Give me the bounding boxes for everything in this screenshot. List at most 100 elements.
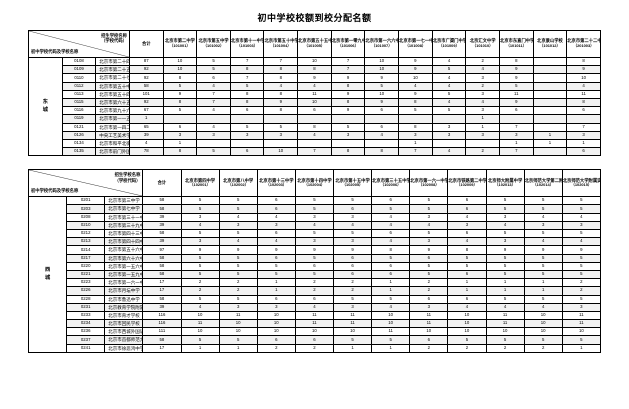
- row-school-code: 0201: [66, 196, 106, 206]
- cell-quota: 6: [256, 204, 296, 214]
- row-school-code: 0109: [61, 65, 97, 75]
- cell-quota: 4: [297, 81, 332, 91]
- row-total: 17: [142, 343, 182, 353]
- cell-quota: [532, 56, 568, 67]
- cell-quota: 6: [297, 106, 332, 116]
- cell-quota: 8: [263, 73, 299, 83]
- corner-label-top-right: 招生学校名称 （学校代码）: [114, 172, 141, 183]
- cell-quota: [263, 138, 299, 149]
- cell-quota: [532, 97, 568, 108]
- cell-quota: [398, 114, 433, 124]
- cell-quota: 2: [409, 278, 449, 288]
- cell-quota: 5: [218, 204, 258, 214]
- row-school-name: 北京市前门外国语学校: [95, 147, 130, 157]
- cell-quota: 5: [332, 228, 373, 239]
- cell-quota: 10: [218, 319, 258, 329]
- cell-quota: 11: [218, 310, 258, 321]
- cell-quota: 5: [229, 81, 265, 91]
- cell-quota: 2: [294, 343, 335, 353]
- row-total: 39: [142, 237, 182, 247]
- cell-quota: 5: [447, 253, 487, 263]
- column-header-school: 北京市第五十五中学（101005）: [297, 30, 332, 58]
- cell-quota: 11: [294, 319, 335, 329]
- cell-quota: 3: [465, 130, 500, 140]
- cell-quota: 5: [498, 81, 534, 91]
- cell-quota: 9: [180, 245, 220, 255]
- row-school-name: 北京市第二十七中学: [95, 73, 130, 83]
- cell-quota: 1: [523, 278, 563, 288]
- row-school-name: 北京市第三中学: [104, 196, 144, 206]
- cell-quota: 6: [409, 294, 449, 304]
- cell-quota: 5: [263, 122, 299, 132]
- cell-quota: 3: [162, 130, 198, 140]
- cell-quota: 2: [294, 278, 335, 288]
- cell-quota: 6: [409, 253, 449, 263]
- corner-label-bottom-left: 初中学校代码及学校名称: [31, 188, 79, 194]
- cell-quota: 5: [218, 269, 258, 280]
- cell-quota: 9: [498, 97, 534, 108]
- cell-quota: 4: [294, 302, 335, 312]
- cell-quota: 2: [409, 286, 449, 296]
- cell-quota: 9: [330, 106, 366, 116]
- row-total: 92: [128, 65, 164, 75]
- cell-quota: 1: [371, 286, 411, 296]
- cell-quota: 1: [498, 138, 534, 149]
- cell-quota: 8: [162, 97, 198, 108]
- cell-quota: 7: [229, 73, 265, 83]
- cell-quota: 5: [294, 269, 335, 280]
- cell-quota: 6: [447, 228, 487, 239]
- row-school-code: 0234: [66, 319, 106, 329]
- cell-quota: 6: [332, 253, 373, 263]
- cell-quota: 8: [371, 245, 411, 255]
- cell-quota: 11: [294, 310, 335, 321]
- cell-quota: 6: [256, 294, 296, 304]
- cell-quota: 6: [229, 106, 265, 116]
- cell-quota: [532, 122, 568, 132]
- cell-quota: [532, 89, 568, 99]
- cell-quota: 5: [485, 228, 525, 239]
- row-school-code: 0231: [66, 302, 106, 312]
- column-header-school: 北京市第十一中学 （101003）: [229, 30, 265, 58]
- cell-quota: 3: [398, 130, 433, 140]
- cell-quota: 5: [523, 294, 563, 304]
- cell-quota: [532, 147, 568, 157]
- cell-quota: 9: [561, 245, 602, 255]
- cell-quota: 4: [180, 302, 220, 312]
- cell-quota: 5: [371, 294, 411, 304]
- row-school-code: 0228: [66, 294, 106, 304]
- cell-quota: 10: [447, 327, 487, 337]
- row-school-name: 北京市徐悲鸿中学: [104, 343, 144, 353]
- cell-quota: 7: [498, 122, 534, 132]
- cell-quota: 10: [297, 97, 332, 108]
- cell-quota: 5: [431, 89, 467, 99]
- cell-quota: 6: [447, 204, 487, 214]
- cell-quota: 9: [498, 73, 534, 83]
- cell-quota: 8: [297, 65, 332, 75]
- cell-quota: 3: [263, 130, 299, 140]
- cell-quota: 2: [409, 343, 449, 353]
- cell-quota: 3: [465, 89, 500, 99]
- cell-quota: 5: [561, 269, 602, 280]
- row-school-code: 0119: [61, 114, 97, 124]
- column-header-school: 北京市广渠门中学 （101009）: [431, 30, 467, 58]
- cell-quota: 5: [523, 196, 563, 206]
- cell-quota: 5: [409, 204, 449, 214]
- cell-quota: 5: [256, 261, 296, 271]
- cell-quota: 5: [523, 253, 563, 263]
- table-row: 0113 北京市第五十四中学 101 9 7 8 8 11 9 10 9 5 3…: [29, 89, 601, 99]
- row-school-name: 中央工艺美术学院附属中学: [95, 130, 130, 140]
- cell-quota: 3: [485, 237, 525, 247]
- cell-quota: 10: [256, 319, 296, 329]
- row-total: 101: [128, 89, 164, 99]
- cell-quota: 5: [523, 269, 563, 280]
- cell-quota: 8: [229, 89, 265, 99]
- column-header-school: 北京师范大学第二附属中学（102014）: [523, 169, 563, 198]
- cell-quota: [330, 114, 366, 124]
- row-school-code: 0208: [66, 212, 106, 222]
- row-school-code: 0116: [61, 106, 97, 116]
- allocation-table-xicheng: 招生学校名称 （学校代码） 初中学校代码及学校名称 合计 北京市第四中学 （102…: [27, 169, 602, 353]
- cell-quota: 8: [566, 97, 601, 108]
- cell-quota: 3: [431, 122, 467, 132]
- row-total: 17: [142, 278, 182, 288]
- cell-quota: 5: [431, 65, 467, 75]
